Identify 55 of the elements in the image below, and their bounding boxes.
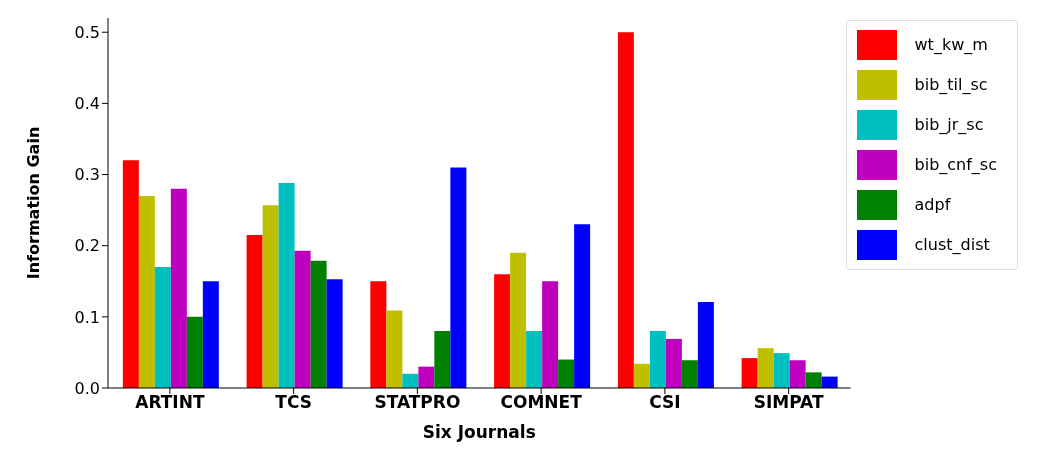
bar: [370, 281, 387, 388]
bar: [789, 360, 806, 388]
bar: [186, 316, 203, 388]
bar: [805, 372, 822, 388]
x-tick-label: CSI: [649, 392, 681, 413]
x-tick-label: COMNET: [500, 392, 583, 413]
bar: [310, 260, 327, 388]
bar: [170, 188, 187, 388]
bar: [138, 195, 155, 388]
bar: [434, 331, 451, 388]
x-tick-label: STATPRO: [374, 392, 461, 413]
x-tick-label: ARTINT: [135, 392, 205, 413]
bar: [574, 224, 591, 388]
y-tick-label: 0.5: [74, 22, 100, 42]
bar: [202, 281, 219, 388]
bar: [681, 360, 698, 388]
bar: [773, 353, 790, 388]
y-axis-title: Information Gain: [23, 126, 43, 280]
bar: [526, 331, 543, 388]
legend-label: wt_kw_m: [914, 34, 988, 54]
legend-label: bib_cnf_sc: [914, 154, 997, 174]
bar: [741, 358, 758, 388]
bar: [154, 267, 171, 388]
x-tick-label: TCS: [275, 392, 312, 413]
bar: [450, 167, 467, 388]
legend-label: adpf: [914, 194, 951, 214]
bar: [542, 281, 559, 388]
bar: [617, 32, 634, 388]
bar: [494, 274, 511, 388]
bar: [757, 348, 774, 388]
bar: [294, 250, 311, 388]
bar: [697, 301, 714, 388]
bar: [510, 252, 527, 388]
x-tick-label: SIMPAT: [753, 392, 824, 413]
bar: [386, 310, 403, 388]
bar: [665, 338, 682, 388]
bar: [278, 183, 295, 388]
bar: [122, 160, 139, 388]
x-axis-title: Six Journals: [422, 422, 536, 442]
y-tick-label: 0.3: [74, 165, 100, 185]
bar: [402, 373, 419, 388]
bar: [246, 235, 263, 388]
legend-label: bib_til_sc: [914, 74, 988, 94]
bar: [558, 359, 575, 388]
bar: [633, 363, 650, 388]
bar: [326, 279, 343, 388]
legend-label: clust_dist: [914, 234, 990, 254]
bar: [418, 366, 435, 388]
y-tick-label: 0.0: [74, 378, 100, 398]
bar: [649, 331, 666, 388]
y-tick-label: 0.2: [74, 236, 100, 256]
legend-label: bib_jr_sc: [914, 114, 984, 134]
bar: [262, 205, 279, 388]
y-tick-label: 0.4: [74, 94, 100, 114]
y-tick-label: 0.1: [74, 307, 100, 327]
